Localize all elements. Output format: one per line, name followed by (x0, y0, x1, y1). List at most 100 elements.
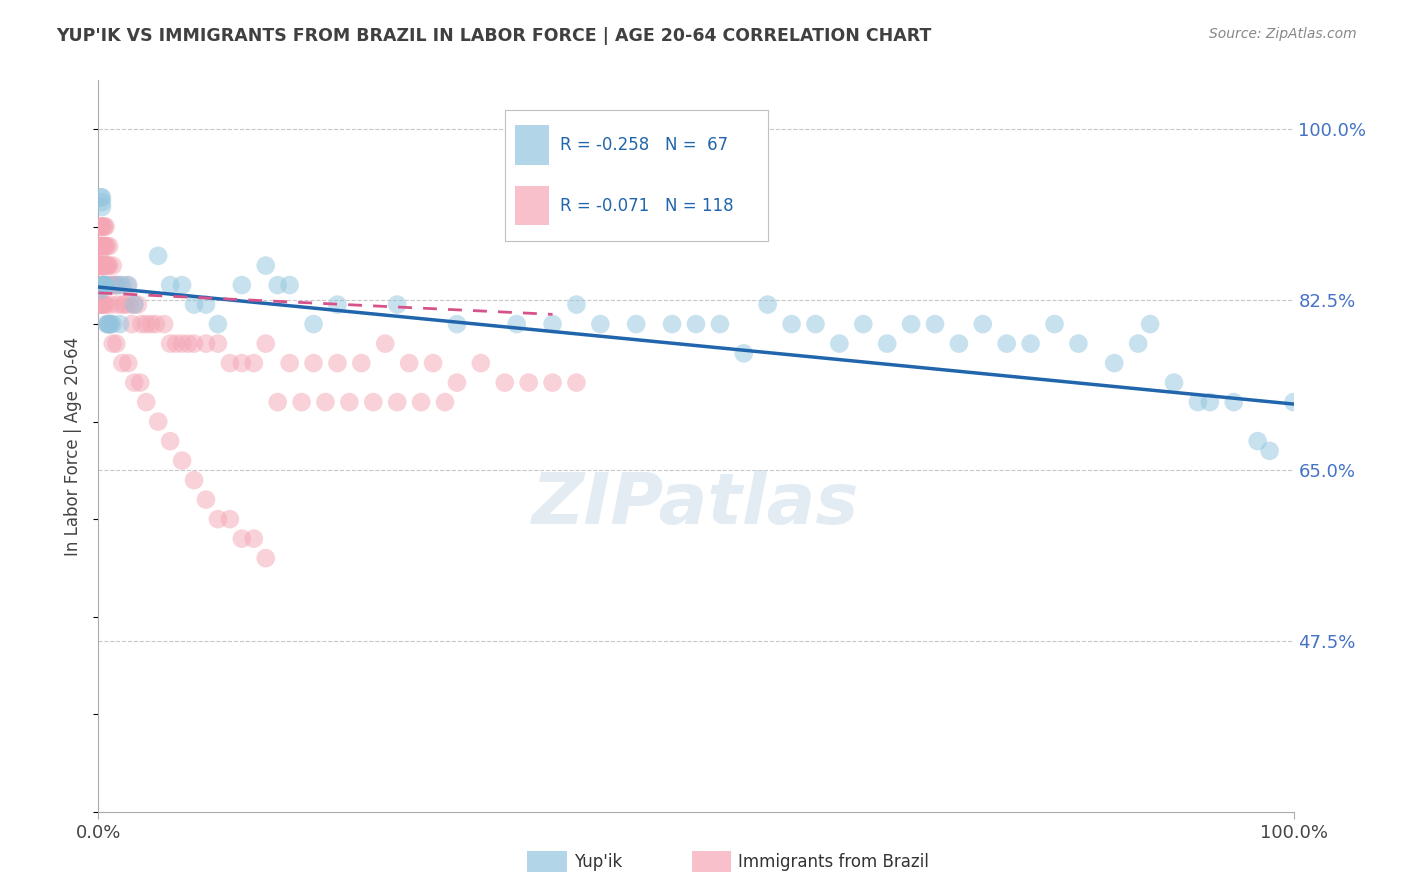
Point (804, 317, 827, 331)
Point (103, 278, 125, 293)
Point (93, 239, 115, 253)
Point (195, 336, 218, 351)
Point (626, 317, 648, 331)
Point (434, 395, 457, 409)
Point (1199, 395, 1222, 409)
Point (494, 376, 516, 390)
Point (852, 317, 875, 331)
Point (291, 395, 314, 409)
Point (207, 317, 229, 331)
Point (90, 219, 112, 234)
Point (97, 317, 120, 331)
Text: Immigrants from Brazil: Immigrants from Brazil (738, 853, 929, 871)
Point (101, 336, 124, 351)
Point (94, 297, 117, 311)
Point (709, 317, 731, 331)
Point (733, 346, 755, 360)
Point (111, 297, 134, 311)
Point (118, 297, 141, 311)
Point (93, 278, 115, 293)
Point (105, 278, 128, 293)
Point (101, 259, 124, 273)
Point (177, 336, 200, 351)
Point (91, 219, 114, 234)
Point (90, 297, 112, 311)
Point (124, 297, 146, 311)
Point (267, 278, 290, 293)
Point (207, 336, 229, 351)
Point (139, 317, 162, 331)
Point (90, 278, 112, 293)
Point (105, 336, 128, 351)
Point (89, 278, 111, 293)
Point (541, 317, 564, 331)
Point (111, 356, 134, 370)
Point (97, 317, 120, 331)
Point (1043, 317, 1066, 331)
Point (90, 259, 112, 273)
Point (94, 278, 117, 293)
Point (148, 249, 170, 263)
Point (96, 239, 118, 253)
Point (315, 395, 337, 409)
Point (470, 356, 492, 370)
Point (1104, 356, 1126, 370)
Point (97, 259, 120, 273)
Text: YUP'IK VS IMMIGRANTS FROM BRAZIL IN LABOR FORCE | AGE 20-64 CORRELATION CHART: YUP'IK VS IMMIGRANTS FROM BRAZIL IN LABO… (56, 27, 932, 45)
Point (972, 317, 994, 331)
Point (129, 376, 152, 390)
Point (135, 317, 157, 331)
Point (446, 317, 468, 331)
Point (91, 259, 114, 273)
Point (94, 219, 117, 234)
Point (446, 376, 468, 390)
Point (131, 317, 153, 331)
Point (104, 278, 127, 293)
Point (93, 219, 115, 234)
Point (350, 356, 373, 370)
Point (207, 512, 229, 526)
Point (302, 356, 325, 370)
Point (661, 317, 683, 331)
Point (517, 376, 540, 390)
Point (159, 336, 181, 351)
Point (243, 356, 266, 370)
Point (98, 278, 122, 293)
Point (159, 278, 181, 293)
Point (231, 356, 253, 370)
Point (93, 278, 115, 293)
Point (1223, 395, 1246, 409)
Point (124, 297, 146, 311)
Point (89, 239, 111, 253)
Point (219, 512, 242, 526)
Point (108, 317, 131, 331)
Point (121, 317, 143, 331)
Point (267, 395, 290, 409)
Point (98, 239, 121, 253)
Point (243, 532, 266, 546)
Point (93, 278, 115, 293)
Point (411, 395, 433, 409)
Point (231, 532, 253, 546)
Point (91, 200, 114, 214)
Point (153, 317, 176, 331)
Point (326, 356, 349, 370)
Text: Source: ZipAtlas.com: Source: ZipAtlas.com (1209, 27, 1357, 41)
Point (135, 395, 157, 409)
Point (1163, 376, 1185, 390)
Point (107, 297, 129, 311)
Point (91, 297, 114, 311)
Point (127, 297, 149, 311)
Point (98, 317, 122, 331)
Point (165, 336, 187, 351)
Point (89, 278, 111, 293)
Point (98, 317, 122, 331)
Point (90, 259, 112, 273)
Point (183, 336, 205, 351)
Point (97, 278, 120, 293)
Point (91, 278, 114, 293)
Point (302, 317, 325, 331)
Point (254, 551, 277, 566)
Point (541, 376, 564, 390)
Point (1128, 336, 1150, 351)
